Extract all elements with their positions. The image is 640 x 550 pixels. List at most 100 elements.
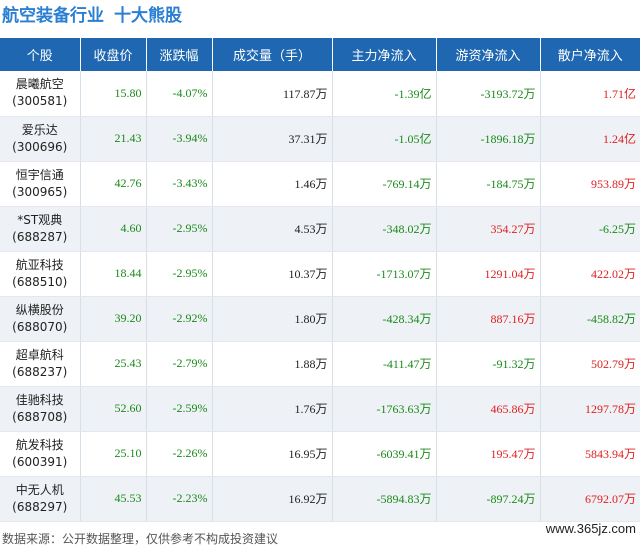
table-row: 佳驰科技 (688708) 52.60 -2.59% 1.76万 -1763.63万 465… bbox=[0, 386, 640, 432]
cell-close: 21.43 bbox=[80, 116, 147, 162]
stock-code: (600391) bbox=[12, 454, 68, 469]
col-retail-inflow: 散户净流入 bbox=[540, 38, 640, 71]
cell-hot-inflow: 195.47万 bbox=[436, 431, 541, 477]
cell-hot-inflow: -1896.18万 bbox=[436, 116, 541, 162]
cell-stock: 航发科技 (600391) bbox=[0, 431, 81, 477]
stock-table: 个股 收盘价 涨跌幅 成交量（手） 主力净流入 游资净流入 散户净流入 晨曦航空… bbox=[0, 38, 640, 522]
col-volume: 成交量（手） bbox=[212, 38, 333, 71]
cell-change: -2.59% bbox=[146, 386, 213, 432]
cell-volume: 10.37万 bbox=[212, 251, 333, 297]
cell-retail-inflow: 422.02万 bbox=[540, 251, 640, 297]
table-row: 晨曦航空 (300581) 15.80 -4.07% 117.87万 -1.39亿 -319… bbox=[0, 71, 640, 117]
cell-volume: 1.76万 bbox=[212, 386, 333, 432]
cell-retail-inflow: 5843.94万 bbox=[540, 431, 640, 477]
cell-close: 25.43 bbox=[80, 341, 147, 387]
cell-change: -2.95% bbox=[146, 251, 213, 297]
cell-stock: 恒宇信通 (300965) bbox=[0, 161, 81, 207]
cell-hot-inflow: -3193.72万 bbox=[436, 71, 541, 117]
stock-name: 航发科技 bbox=[15, 437, 64, 452]
cell-stock: 晨曦航空 (300581) bbox=[0, 71, 81, 117]
cell-volume: 37.31万 bbox=[212, 116, 333, 162]
cell-close: 52.60 bbox=[80, 386, 147, 432]
cell-close: 39.20 bbox=[80, 296, 147, 342]
cell-main-inflow: -6039.41万 bbox=[332, 431, 437, 477]
cell-close: 45.53 bbox=[80, 476, 147, 522]
cell-volume: 16.95万 bbox=[212, 431, 333, 477]
cell-change: -2.92% bbox=[146, 296, 213, 342]
page-title: 航空装备行业 十大熊股 bbox=[2, 2, 182, 30]
cell-volume: 117.87万 bbox=[212, 71, 333, 117]
col-change: 涨跌幅 bbox=[146, 38, 213, 71]
cell-main-inflow: -5894.83万 bbox=[332, 476, 437, 522]
cell-volume: 4.53万 bbox=[212, 206, 333, 252]
cell-main-inflow: -428.34万 bbox=[332, 296, 437, 342]
data-source-note: 数据来源：公开数据整理，仅供参考不构成投资建议 bbox=[2, 532, 279, 546]
stock-code: (300696) bbox=[12, 139, 68, 154]
cell-stock: 爱乐达 (300696) bbox=[0, 116, 81, 162]
stock-name: 爱乐达 bbox=[21, 122, 58, 137]
cell-change: -2.79% bbox=[146, 341, 213, 387]
stock-name: 晨曦航空 bbox=[15, 77, 64, 92]
cell-stock: 纵横股份 (688070) bbox=[0, 296, 81, 342]
cell-stock: *ST观典 (688287) bbox=[0, 206, 81, 252]
cell-hot-inflow: 1291.04万 bbox=[436, 251, 541, 297]
col-main-inflow: 主力净流入 bbox=[332, 38, 437, 71]
cell-retail-inflow: -458.82万 bbox=[540, 296, 640, 342]
cell-retail-inflow: 502.79万 bbox=[540, 341, 640, 387]
table-row: 航亚科技 (688510) 18.44 -2.95% 10.37万 -1713.07万 12… bbox=[0, 251, 640, 297]
cell-main-inflow: -769.14万 bbox=[332, 161, 437, 207]
title-industry: 航空装备行业 bbox=[2, 6, 104, 26]
title-subtitle: 十大熊股 bbox=[114, 6, 182, 26]
cell-change: -2.26% bbox=[146, 431, 213, 477]
cell-hot-inflow: -897.24万 bbox=[436, 476, 541, 522]
cell-retail-inflow: 1.24亿 bbox=[540, 116, 640, 162]
cell-change: -4.07% bbox=[146, 71, 213, 117]
cell-change: -2.23% bbox=[146, 476, 213, 522]
cell-stock: 航亚科技 (688510) bbox=[0, 251, 81, 297]
cell-volume: 1.46万 bbox=[212, 161, 333, 207]
stock-code: (300581) bbox=[12, 94, 68, 109]
stock-name: 中无人机 bbox=[15, 482, 64, 497]
cell-hot-inflow: 465.86万 bbox=[436, 386, 541, 432]
cell-main-inflow: -1.05亿 bbox=[332, 116, 437, 162]
table-row: 中无人机 (688297) 45.53 -2.23% 16.92万 -5894.83万 -8… bbox=[0, 476, 640, 522]
cell-close: 15.80 bbox=[80, 71, 147, 117]
site-watermark: www.365jz.com bbox=[545, 521, 636, 536]
stock-code: (688510) bbox=[12, 274, 68, 289]
cell-change: -3.94% bbox=[146, 116, 213, 162]
cell-main-inflow: -1.39亿 bbox=[332, 71, 437, 117]
stock-code: (688237) bbox=[12, 364, 68, 379]
cell-stock: 佳驰科技 (688708) bbox=[0, 386, 81, 432]
cell-main-inflow: -348.02万 bbox=[332, 206, 437, 252]
stock-name: 佳驰科技 bbox=[15, 392, 64, 407]
cell-stock: 中无人机 (688297) bbox=[0, 476, 81, 522]
stock-code: (688287) bbox=[12, 229, 68, 244]
stock-code: (300965) bbox=[12, 184, 68, 199]
cell-hot-inflow: -91.32万 bbox=[436, 341, 541, 387]
cell-volume: 16.92万 bbox=[212, 476, 333, 522]
stock-code: (688070) bbox=[12, 319, 68, 334]
col-hot-inflow: 游资净流入 bbox=[436, 38, 541, 71]
cell-close: 4.60 bbox=[80, 206, 147, 252]
cell-main-inflow: -411.47万 bbox=[332, 341, 437, 387]
stock-name: *ST观典 bbox=[17, 212, 63, 227]
stock-name: 航亚科技 bbox=[15, 257, 64, 272]
table-row: *ST观典 (688287) 4.60 -2.95% 4.53万 -348.02万 354.… bbox=[0, 206, 640, 252]
cell-retail-inflow: 1297.78万 bbox=[540, 386, 640, 432]
cell-hot-inflow: 887.16万 bbox=[436, 296, 541, 342]
cell-volume: 1.88万 bbox=[212, 341, 333, 387]
stock-code: (688297) bbox=[12, 499, 68, 514]
cell-retail-inflow: -6.25万 bbox=[540, 206, 640, 252]
cell-hot-inflow: -184.75万 bbox=[436, 161, 541, 207]
stock-name: 恒宇信通 bbox=[15, 167, 64, 182]
table-row: 纵横股份 (688070) 39.20 -2.92% 1.80万 -428.34万 887.… bbox=[0, 296, 640, 342]
cell-change: -2.95% bbox=[146, 206, 213, 252]
cell-main-inflow: -1763.63万 bbox=[332, 386, 437, 432]
cell-retail-inflow: 6792.07万 bbox=[540, 476, 640, 522]
table-header-row: 个股 收盘价 涨跌幅 成交量（手） 主力净流入 游资净流入 散户净流入 bbox=[0, 38, 640, 71]
table-row: 恒宇信通 (300965) 42.76 -3.43% 1.46万 -769.14万 -184… bbox=[0, 161, 640, 207]
col-stock: 个股 bbox=[0, 38, 81, 71]
stock-name: 纵横股份 bbox=[15, 302, 64, 317]
cell-retail-inflow: 953.89万 bbox=[540, 161, 640, 207]
cell-retail-inflow: 1.71亿 bbox=[540, 71, 640, 117]
